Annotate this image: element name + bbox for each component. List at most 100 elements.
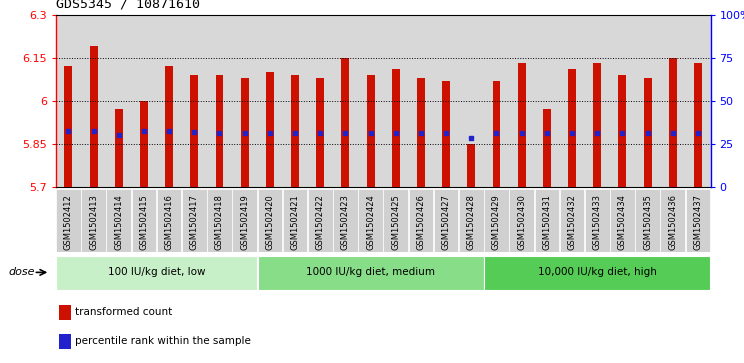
Bar bbox=[216, 75, 223, 187]
Bar bbox=[543, 109, 551, 187]
Bar bbox=[307, 15, 333, 187]
Bar bbox=[358, 189, 383, 252]
Bar bbox=[434, 189, 458, 252]
Text: GSM1502413: GSM1502413 bbox=[89, 194, 98, 250]
Bar bbox=[484, 256, 711, 290]
Bar bbox=[156, 15, 182, 187]
Bar bbox=[59, 334, 71, 349]
Bar bbox=[459, 189, 484, 252]
Bar bbox=[257, 189, 282, 252]
Bar bbox=[316, 78, 324, 187]
Bar bbox=[333, 15, 358, 187]
Text: GSM1502420: GSM1502420 bbox=[266, 194, 275, 250]
Bar bbox=[383, 189, 408, 252]
Bar bbox=[694, 64, 702, 187]
Bar bbox=[669, 58, 677, 187]
Bar bbox=[660, 15, 685, 187]
Bar bbox=[484, 189, 509, 252]
Bar bbox=[510, 189, 534, 252]
Bar bbox=[467, 144, 475, 187]
Bar bbox=[534, 15, 559, 187]
Bar bbox=[308, 189, 333, 252]
Text: GSM1502435: GSM1502435 bbox=[643, 194, 652, 250]
Bar bbox=[685, 189, 711, 252]
Bar bbox=[358, 15, 383, 187]
Bar bbox=[115, 109, 123, 187]
Bar bbox=[585, 189, 609, 252]
Bar bbox=[266, 72, 274, 187]
Text: GSM1502431: GSM1502431 bbox=[542, 194, 551, 250]
Bar bbox=[442, 81, 450, 187]
Bar bbox=[283, 15, 307, 187]
Bar bbox=[434, 15, 459, 187]
Text: GSM1502427: GSM1502427 bbox=[442, 194, 451, 250]
Text: GSM1502417: GSM1502417 bbox=[190, 194, 199, 250]
Text: 100 IU/kg diet, low: 100 IU/kg diet, low bbox=[108, 268, 205, 277]
Bar bbox=[140, 101, 148, 187]
Bar bbox=[559, 15, 585, 187]
Bar bbox=[610, 15, 635, 187]
Text: GSM1502433: GSM1502433 bbox=[593, 194, 602, 250]
Bar bbox=[509, 15, 534, 187]
Bar bbox=[685, 15, 711, 187]
Text: GSM1502418: GSM1502418 bbox=[215, 194, 224, 250]
Bar bbox=[341, 58, 350, 187]
Bar bbox=[635, 15, 660, 187]
Bar bbox=[106, 15, 132, 187]
Text: 10,000 IU/kg diet, high: 10,000 IU/kg diet, high bbox=[538, 268, 657, 277]
Bar bbox=[367, 75, 374, 187]
Bar bbox=[610, 189, 635, 252]
Bar bbox=[534, 189, 559, 252]
Bar bbox=[207, 189, 232, 252]
Bar bbox=[618, 75, 626, 187]
Bar bbox=[283, 189, 307, 252]
Bar bbox=[484, 15, 509, 187]
Bar bbox=[593, 64, 601, 187]
Text: GSM1502434: GSM1502434 bbox=[618, 194, 627, 250]
Bar bbox=[392, 69, 400, 187]
Text: GSM1502421: GSM1502421 bbox=[290, 194, 300, 250]
Bar bbox=[408, 189, 433, 252]
Text: dose: dose bbox=[8, 268, 35, 277]
Bar bbox=[518, 64, 525, 187]
Text: GSM1502416: GSM1502416 bbox=[164, 194, 173, 250]
Text: percentile rank within the sample: percentile rank within the sample bbox=[75, 336, 251, 346]
Bar bbox=[56, 256, 257, 290]
Text: GSM1502419: GSM1502419 bbox=[240, 194, 249, 250]
Bar bbox=[207, 15, 232, 187]
Bar bbox=[56, 15, 81, 187]
Text: GSM1502414: GSM1502414 bbox=[115, 194, 124, 250]
Text: 1000 IU/kg diet, medium: 1000 IU/kg diet, medium bbox=[306, 268, 435, 277]
Bar bbox=[635, 189, 660, 252]
Bar bbox=[644, 78, 652, 187]
Bar bbox=[132, 189, 156, 252]
Bar bbox=[56, 189, 81, 252]
Bar bbox=[182, 15, 207, 187]
Bar bbox=[106, 189, 131, 252]
Text: GSM1502424: GSM1502424 bbox=[366, 194, 375, 250]
Bar bbox=[132, 15, 156, 187]
Text: GSM1502437: GSM1502437 bbox=[693, 194, 702, 250]
Bar bbox=[165, 66, 173, 187]
Bar bbox=[89, 46, 97, 187]
Text: GSM1502426: GSM1502426 bbox=[417, 194, 426, 250]
Text: GSM1502430: GSM1502430 bbox=[517, 194, 526, 250]
Text: GSM1502436: GSM1502436 bbox=[668, 194, 677, 250]
Text: GSM1502432: GSM1502432 bbox=[568, 194, 577, 250]
Text: GSM1502423: GSM1502423 bbox=[341, 194, 350, 250]
Bar bbox=[81, 15, 106, 187]
Text: GSM1502425: GSM1502425 bbox=[391, 194, 400, 250]
Bar bbox=[459, 15, 484, 187]
Bar bbox=[157, 189, 182, 252]
Bar bbox=[661, 189, 685, 252]
Text: GSM1502415: GSM1502415 bbox=[139, 194, 149, 250]
Text: GSM1502422: GSM1502422 bbox=[315, 194, 324, 250]
Text: GSM1502428: GSM1502428 bbox=[466, 194, 476, 250]
Bar bbox=[383, 15, 408, 187]
Bar bbox=[417, 78, 425, 187]
Bar bbox=[559, 189, 584, 252]
Text: GSM1502412: GSM1502412 bbox=[64, 194, 73, 250]
Bar bbox=[291, 75, 299, 187]
Bar bbox=[408, 15, 434, 187]
Text: GSM1502429: GSM1502429 bbox=[492, 194, 501, 250]
